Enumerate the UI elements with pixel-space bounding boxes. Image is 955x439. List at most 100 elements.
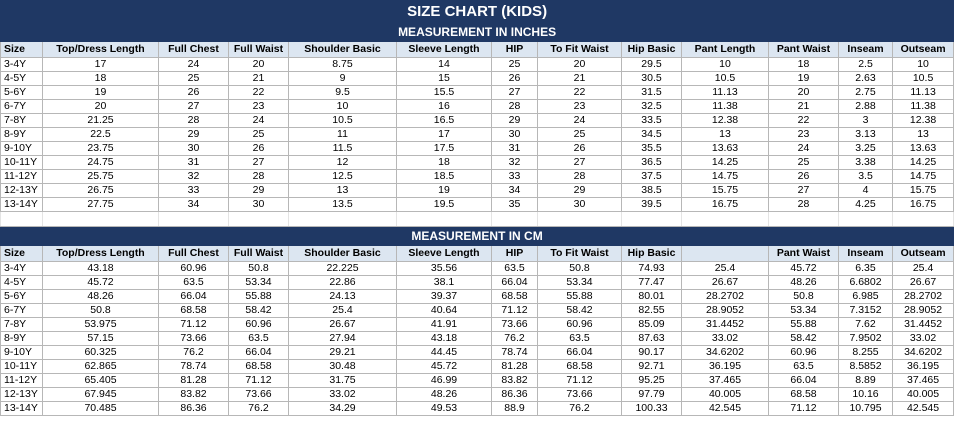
measurement: 9	[288, 71, 397, 86]
measurement: 26	[768, 169, 839, 184]
measurement: 35.56	[396, 261, 492, 276]
measurement: 33.5	[621, 113, 682, 128]
measurement: 36.5	[621, 155, 682, 170]
measurement: 19.5	[396, 197, 492, 212]
column-header: To Fit Waist	[537, 41, 622, 58]
measurement: 32	[158, 169, 229, 184]
size-chart: SIZE CHART (KIDS) MEASUREMENT IN INCHES S…	[0, 0, 955, 416]
measurement: 53.975	[42, 317, 159, 332]
measurement: 11	[288, 127, 397, 142]
column-header: Shoulder Basic	[288, 245, 397, 262]
measurement: 55.88	[768, 317, 839, 332]
main-title: SIZE CHART (KIDS)	[0, 0, 955, 23]
measurement: 2.88	[838, 99, 893, 114]
measurement: 44.45	[396, 345, 492, 360]
column-header: Sleeve Length	[396, 41, 492, 58]
measurement: 66.04	[537, 345, 622, 360]
measurement: 23	[228, 99, 289, 114]
measurement: 28	[158, 113, 229, 128]
measurement: 29.5	[621, 57, 682, 72]
measurement: 26	[537, 141, 622, 156]
measurement: 39.5	[621, 197, 682, 212]
measurement: 71.12	[768, 401, 839, 416]
measurement: 74.93	[621, 261, 682, 276]
measurement: 22.5	[42, 127, 159, 142]
measurement: 63.5	[768, 359, 839, 374]
measurement: 71.12	[537, 373, 622, 388]
measurement: 29	[537, 183, 622, 198]
measurement: 55.88	[228, 289, 289, 304]
size-label: 4-5Y	[0, 275, 43, 290]
measurement: 23	[537, 99, 622, 114]
measurement: 77.47	[621, 275, 682, 290]
empty-cell	[42, 211, 159, 227]
measurement: 81.28	[158, 373, 229, 388]
measurement: 25	[491, 57, 538, 72]
measurement: 97.79	[621, 387, 682, 402]
measurement: 12.38	[681, 113, 769, 128]
measurement: 48.26	[42, 289, 159, 304]
column-header: Top/Dress Length	[42, 245, 159, 262]
column-header: Inseam	[838, 245, 893, 262]
measurement: 25	[158, 71, 229, 86]
measurement: 33	[491, 169, 538, 184]
measurement: 29	[228, 183, 289, 198]
data-row: 12-13Y 67.945 83.82 73.66 33.02 48.26 86.36 73.…	[0, 387, 955, 402]
measurement: 33	[158, 183, 229, 198]
column-header: Outseam	[891, 245, 955, 262]
measurement: 45.72	[768, 261, 839, 276]
column-header: Pant Length	[681, 41, 769, 58]
measurement: 31.75	[288, 373, 397, 388]
measurement: 24	[158, 57, 229, 72]
data-row: 13-14Y 70.485 86.36 76.2 34.29 49.53 88.9 76.2 1…	[0, 401, 955, 416]
data-row: 8-9Y 22.5 29 25 11 17 30 25 34.5 13 23 3.13 13	[0, 127, 955, 142]
measurement: 27	[158, 99, 229, 114]
measurement: 73.66	[228, 387, 289, 402]
measurement: 11.38	[891, 99, 955, 114]
measurement: 19	[42, 85, 159, 100]
measurement: 27.94	[288, 331, 397, 346]
measurement: 30	[537, 197, 622, 212]
column-header: Hip Basic	[621, 41, 682, 58]
column-header: Full Waist	[228, 41, 289, 58]
measurement: 30.48	[288, 359, 397, 374]
measurement: 42.545	[681, 401, 769, 416]
measurement: 31.4452	[681, 317, 769, 332]
measurement: 26.67	[288, 317, 397, 332]
measurement: 100.33	[621, 401, 682, 416]
empty-cell	[491, 211, 538, 227]
measurement: 32	[491, 155, 538, 170]
measurement: 53.34	[768, 303, 839, 318]
measurement: 34	[491, 183, 538, 198]
measurement: 33.02	[891, 331, 955, 346]
measurement: 50.8	[537, 261, 622, 276]
measurement: 34.6202	[891, 345, 955, 360]
measurement: 24	[537, 113, 622, 128]
table-body: SIZE CHART (KIDS) MEASUREMENT IN INCHES S…	[0, 0, 955, 416]
measurement: 18	[42, 71, 159, 86]
measurement: 14.25	[681, 155, 769, 170]
measurement: 83.82	[158, 387, 229, 402]
measurement: 30	[491, 127, 538, 142]
measurement: 10.5	[891, 71, 955, 86]
measurement: 26.67	[681, 275, 769, 290]
column-header: Shoulder Basic	[288, 41, 397, 58]
measurement: 28	[768, 197, 839, 212]
data-row: 4-5Y 18 25 21 9 15 26 21 30.5 10.5 19 2.63 10.5	[0, 71, 955, 86]
measurement: 11.5	[288, 141, 397, 156]
measurement: 21	[228, 71, 289, 86]
measurement: 37.465	[681, 373, 769, 388]
measurement: 83.82	[491, 373, 538, 388]
size-label: 3-4Y	[0, 57, 43, 72]
measurement: 22	[768, 113, 839, 128]
measurement: 6.985	[838, 289, 893, 304]
measurement: 68.58	[228, 359, 289, 374]
measurement: 4.25	[838, 197, 893, 212]
measurement: 13	[681, 127, 769, 142]
measurement: 6.6802	[838, 275, 893, 290]
measurement: 76.2	[491, 331, 538, 346]
size-label: 9-10Y	[0, 345, 43, 360]
measurement: 3.5	[838, 169, 893, 184]
measurement: 32.5	[621, 99, 682, 114]
empty-cell	[0, 211, 43, 227]
